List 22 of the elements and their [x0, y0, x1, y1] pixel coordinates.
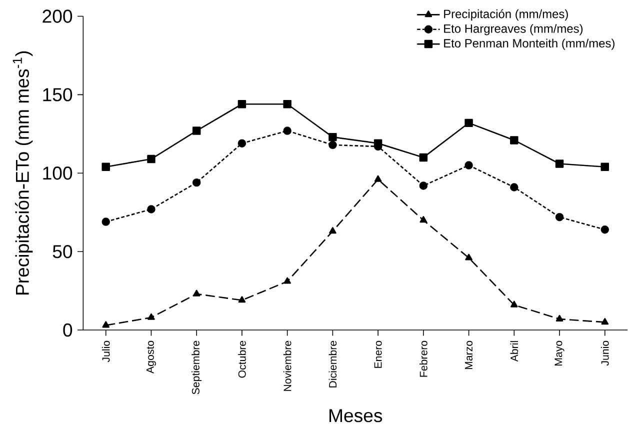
legend-label: Precipitación (mm/mes)	[444, 9, 568, 20]
x-tick-label: Septiembre	[192, 340, 202, 394]
x-tick-label: Agosto	[146, 340, 156, 374]
x-tick-label: Julio	[102, 340, 110, 362]
y-tick-label: 100	[43, 166, 72, 180]
x-tick-label: Enero	[374, 340, 382, 368]
y-tick-label: 50	[52, 244, 72, 258]
x-tick-label: Noviembre	[283, 340, 292, 391]
y-tick-label: 0	[63, 323, 72, 337]
x-tick-label: Febrero	[420, 340, 428, 377]
x-axis-title: Meses	[330, 409, 382, 422]
y-tick-label: 200	[42, 10, 72, 23]
y-axis-title: Precipitación-ETo (mm mes$^{-1}$)	[12, 51, 33, 294]
x-tick-label: Junio	[600, 340, 609, 366]
x-tick-label: Marzo	[465, 340, 472, 369]
x-tick-label: Mayo	[554, 340, 564, 366]
x-tick-label: Octubre	[238, 340, 246, 378]
legend-label: Eto Penman Monteith (mm/mes)	[444, 38, 614, 50]
y-tick-label: 150	[43, 88, 72, 102]
x-tick-label: Diciembre	[328, 340, 337, 388]
legend-label: Eto Hargreaves (mm/mes)	[444, 24, 583, 36]
x-tick-label: Abril	[510, 341, 518, 362]
